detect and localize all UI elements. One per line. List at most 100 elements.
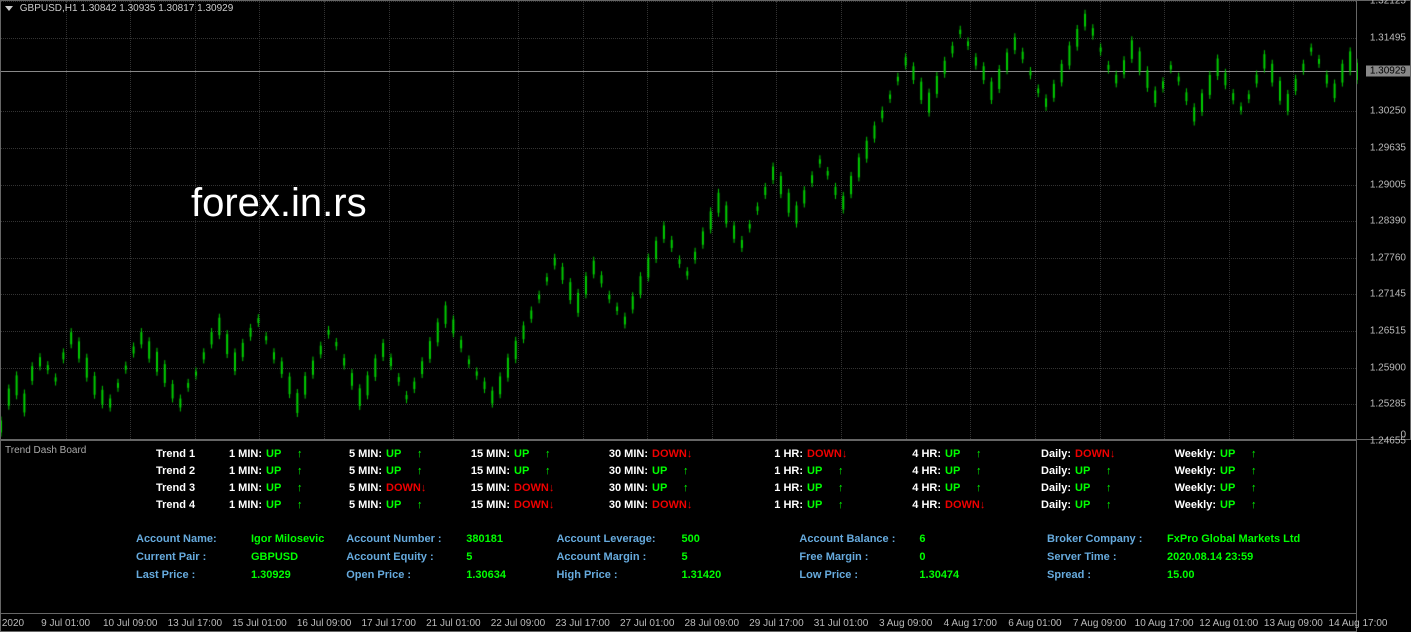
tf-direction: UP — [1216, 448, 1251, 460]
tf-direction: UP — [262, 499, 297, 511]
y-tick-label: 1.30929 — [1366, 66, 1410, 77]
x-tick-label: 14 Aug 17:00 — [1329, 618, 1388, 629]
x-tick-label: 12 Aug 01:00 — [1199, 618, 1258, 629]
info-label: Account Balance : — [799, 533, 919, 551]
arrow-up-icon: ↑ — [976, 465, 990, 477]
arrow-up-icon: ↑ — [417, 499, 431, 511]
info-group: Broker Company :FxPro Global Markets Ltd — [1047, 533, 1346, 551]
tf-group: 4 HR:UP↑ — [897, 448, 1027, 460]
arrow-up-icon: ↑ — [838, 482, 852, 494]
y-tick-label: 1.31495 — [1370, 33, 1406, 44]
arrow-down-icon: ↓ — [687, 448, 701, 460]
tf-label: 5 MIN: — [338, 499, 382, 511]
arrow-up-icon: ↑ — [976, 482, 990, 494]
y-axis: 1.321251.314951.309291.302501.296351.290… — [1357, 0, 1411, 440]
tf-group: 30 MIN:UP↑ — [604, 465, 759, 477]
y-tick-label: 1.25285 — [1370, 398, 1406, 409]
trend-label: Trend 1 — [156, 448, 218, 460]
tf-label: 1 HR: — [759, 499, 803, 511]
trend-row: Trend 11 MIN:UP↑5 MIN:UP↑15 MIN:UP↑30 MI… — [156, 445, 1346, 462]
y-tick-label: 1.27760 — [1370, 253, 1406, 264]
info-value: 0 — [919, 551, 925, 569]
y-tick-label: 1.26515 — [1370, 326, 1406, 337]
tf-direction: UP — [262, 448, 297, 460]
x-tick-label: 17 Jul 17:00 — [361, 618, 416, 629]
tf-group: 1 MIN:UP↑ — [218, 499, 338, 511]
tf-label: 5 MIN: — [338, 482, 382, 494]
info-label: Account Leverage: — [556, 533, 681, 551]
y-tick-label: 1.30250 — [1370, 106, 1406, 117]
tf-direction: UP — [262, 482, 297, 494]
x-tick-label: 23 Jul 17:00 — [555, 618, 610, 629]
info-group: Account Name:Igor Milosevic — [136, 533, 346, 551]
tf-direction: UP — [1216, 482, 1251, 494]
tf-group: 4 HR:UP↑ — [897, 465, 1027, 477]
arrow-up-icon: ↑ — [545, 448, 559, 460]
arrow-up-icon: ↑ — [417, 465, 431, 477]
info-value: Igor Milosevic — [251, 533, 324, 551]
arrow-down-icon: ↓ — [1110, 448, 1124, 460]
tf-direction: DOWN — [510, 499, 549, 511]
arrow-up-icon: ↑ — [976, 448, 990, 460]
tf-group: 1 MIN:UP↑ — [218, 465, 338, 477]
info-value: 380181 — [466, 533, 503, 551]
tf-label: 30 MIN: — [604, 482, 648, 494]
info-value: 1.31420 — [681, 569, 721, 587]
arrow-down-icon: ↓ — [549, 499, 563, 511]
tf-label: 15 MIN: — [466, 499, 510, 511]
tf-label: 1 HR: — [759, 448, 803, 460]
tf-label: 1 MIN: — [218, 448, 262, 460]
info-group: High Price :1.31420 — [556, 569, 799, 587]
info-value: FxPro Global Markets Ltd — [1167, 533, 1300, 551]
tf-label: Daily: — [1027, 482, 1071, 494]
tf-direction: UP — [1216, 499, 1251, 511]
tf-direction: DOWN — [648, 499, 687, 511]
watermark: forex.in.rs — [191, 181, 367, 226]
info-group: Free Margin :0 — [799, 551, 1047, 569]
tf-label: Weekly: — [1172, 482, 1216, 494]
tf-group: 5 MIN:UP↑ — [338, 448, 466, 460]
tf-label: 1 HR: — [759, 465, 803, 477]
tf-group: Weekly:UP↑ — [1172, 448, 1292, 460]
x-tick-label: 10 Jul 09:00 — [103, 618, 158, 629]
dashboard-panel: Trend Dash Board Trend 11 MIN:UP↑5 MIN:U… — [0, 440, 1357, 614]
info-group: Open Price :1.30634 — [346, 569, 556, 587]
y-tick-label: 1.25900 — [1370, 362, 1406, 373]
chart-title-bar: GBPUSD,H1 1.30842 1.30935 1.30817 1.3092… — [5, 3, 233, 14]
arrow-up-icon: ↑ — [1251, 499, 1265, 511]
x-tick-label: 15 Jul 01:00 — [232, 618, 287, 629]
chart-title: GBPUSD,H1 1.30842 1.30935 1.30817 1.3092… — [20, 3, 234, 14]
info-group: Account Balance :6 — [799, 533, 1047, 551]
info-label: Server Time : — [1047, 551, 1167, 569]
info-group: Current Pair :GBPUSD — [136, 551, 346, 569]
x-axis: 7 Jul 20209 Jul 01:0010 Jul 09:0013 Jul … — [0, 614, 1357, 632]
tf-label: 1 MIN: — [218, 465, 262, 477]
tf-label: 1 HR: — [759, 482, 803, 494]
tf-direction: UP — [262, 465, 297, 477]
trend-rows: Trend 11 MIN:UP↑5 MIN:UP↑15 MIN:UP↑30 MI… — [156, 445, 1346, 513]
tf-group: 15 MIN:DOWN↓ — [466, 482, 604, 494]
info-group: Spread :15.00 — [1047, 569, 1346, 587]
y-tick-label: 1.28390 — [1370, 216, 1406, 227]
info-label: Broker Company : — [1047, 533, 1167, 551]
tf-direction: UP — [803, 499, 838, 511]
tf-direction: UP — [510, 465, 545, 477]
tf-label: 30 MIN: — [604, 448, 648, 460]
tf-label: Daily: — [1027, 465, 1071, 477]
tf-direction: UP — [510, 448, 545, 460]
tf-direction: UP — [803, 465, 838, 477]
tf-direction: DOWN — [1071, 448, 1110, 460]
arrow-up-icon: ↑ — [417, 448, 431, 460]
arrow-up-icon: ↑ — [297, 465, 311, 477]
trend-label: Trend 4 — [156, 499, 218, 511]
tf-group: 30 MIN:DOWN↓ — [604, 448, 759, 460]
info-group: Server Time :2020.08.14 23:59 — [1047, 551, 1346, 569]
tf-label: 4 HR: — [897, 499, 941, 511]
trend-row: Trend 31 MIN:UP↑5 MIN:DOWN↓15 MIN:DOWN↓3… — [156, 479, 1346, 496]
tf-group: Weekly:UP↑ — [1172, 482, 1292, 494]
tf-direction: UP — [382, 448, 417, 460]
arrow-up-icon: ↑ — [297, 499, 311, 511]
arrow-up-icon: ↑ — [683, 482, 697, 494]
x-tick-label: 21 Jul 01:00 — [426, 618, 481, 629]
chart-area[interactable]: GBPUSD,H1 1.30842 1.30935 1.30817 1.3092… — [0, 0, 1357, 440]
